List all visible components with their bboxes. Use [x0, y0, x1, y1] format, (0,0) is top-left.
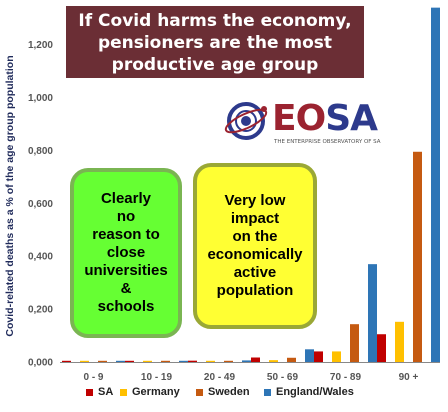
legend-label: SA	[98, 386, 114, 398]
bar	[62, 360, 71, 362]
title-banner: If Covid harms the economy, pensioners a…	[66, 6, 364, 78]
legend-item-sa: SA	[86, 386, 113, 398]
bar	[287, 357, 296, 362]
legend-swatch	[86, 388, 93, 396]
callout-green-line: no	[116, 208, 136, 225]
bar	[125, 360, 134, 362]
bar	[350, 324, 359, 362]
callout-green: Clearly no reason to close universities …	[70, 168, 182, 338]
callout-green-line: &	[120, 280, 132, 297]
callout-yellow-line: economically	[207, 246, 303, 263]
bar	[143, 360, 152, 362]
bar	[80, 360, 89, 362]
callout-yellow-line: population	[216, 282, 294, 299]
legend-swatch	[120, 388, 127, 396]
bar	[305, 349, 314, 362]
bar	[188, 360, 197, 362]
legend-item-germany: Germany	[120, 386, 180, 398]
legend-swatch	[264, 388, 271, 396]
bar	[206, 360, 215, 362]
callout-green-line: Clearly	[100, 190, 152, 207]
bar	[98, 360, 107, 362]
y-tick-label: 0,200	[28, 305, 53, 316]
title-line-3: productive age group	[111, 55, 319, 75]
logo-wordmark: EOSA	[272, 98, 378, 139]
y-tick-label: 0,000	[28, 358, 53, 369]
bar	[368, 264, 377, 362]
legend-label: Sweden	[208, 386, 250, 398]
bar	[116, 360, 125, 362]
legend-label: Germany	[132, 386, 180, 398]
x-tick-label: 70 - 89	[330, 372, 362, 383]
x-tick-label: 10 - 19	[141, 372, 173, 383]
callout-green-line: close	[106, 244, 146, 261]
y-tick-label: 0,600	[28, 199, 53, 210]
legend-swatch	[196, 388, 203, 396]
title-line-1: If Covid harms the economy,	[78, 11, 352, 31]
bar	[332, 351, 341, 362]
title-line-2: pensioners are the most	[97, 33, 333, 53]
y-tick-label: 0,400	[28, 252, 53, 263]
bar	[224, 360, 233, 362]
callout-yellow-line: impact	[230, 210, 280, 227]
callout-green-line: reason to	[92, 226, 160, 243]
y-tick-label: 1,000	[28, 93, 53, 104]
callout-green-line: schools	[97, 298, 155, 315]
callout-green-line: universities	[84, 262, 168, 279]
bar	[314, 351, 323, 362]
legend-item-sweden: Sweden	[196, 386, 250, 398]
eosa-logo-icon	[224, 102, 268, 140]
callout-yellow: Very low impact on the economically acti…	[193, 163, 317, 329]
bar	[431, 7, 440, 363]
callout-yellow-line: Very low	[224, 192, 286, 209]
bar	[413, 151, 422, 362]
x-tick-label: 0 - 9	[83, 372, 103, 383]
legend-item-england-wales: England/Wales	[264, 386, 354, 398]
callout-yellow-line: active	[233, 264, 277, 281]
callout-yellow-line: on the	[232, 228, 278, 245]
bar	[395, 321, 404, 362]
bar	[161, 360, 170, 362]
x-tick-label: 50 - 69	[267, 372, 299, 383]
bar	[269, 360, 278, 362]
bar	[242, 360, 251, 362]
x-tick-label: 90 +	[399, 372, 419, 383]
legend-label: England/Wales	[276, 386, 354, 398]
bar	[251, 357, 260, 362]
y-tick-label: 0,800	[28, 146, 53, 157]
logo-subtitle: THE ENTERPRISE OBSERVATORY OF SA	[274, 139, 381, 145]
y-axis-label: Covid-related deaths as a % of the age g…	[4, 55, 16, 336]
bar	[377, 334, 386, 362]
y-tick-label: 1,200	[28, 40, 53, 51]
bar	[179, 360, 188, 362]
x-tick-label: 20 - 49	[204, 372, 236, 383]
